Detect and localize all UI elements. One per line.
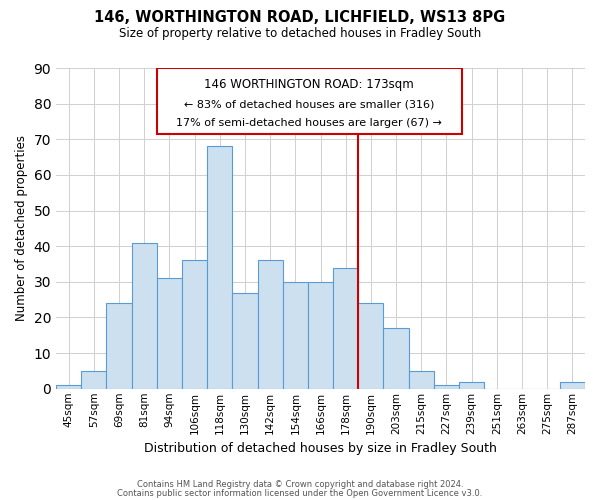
Bar: [106, 303, 131, 389]
Text: Size of property relative to detached houses in Fradley South: Size of property relative to detached ho…: [119, 28, 481, 40]
Text: 146 WORTHINGTON ROAD: 173sqm: 146 WORTHINGTON ROAD: 173sqm: [205, 78, 414, 91]
Bar: [131, 242, 157, 389]
Text: 146, WORTHINGTON ROAD, LICHFIELD, WS13 8PG: 146, WORTHINGTON ROAD, LICHFIELD, WS13 8…: [94, 10, 506, 25]
Bar: [232, 292, 257, 389]
Text: ← 83% of detached houses are smaller (316): ← 83% of detached houses are smaller (31…: [184, 100, 434, 110]
Bar: [358, 303, 383, 389]
Bar: [459, 382, 484, 389]
Bar: [308, 282, 333, 389]
Bar: [560, 382, 585, 389]
Bar: [56, 385, 81, 389]
Bar: [333, 268, 358, 389]
Bar: [409, 371, 434, 389]
Bar: [81, 371, 106, 389]
Bar: [283, 282, 308, 389]
Text: Contains HM Land Registry data © Crown copyright and database right 2024.: Contains HM Land Registry data © Crown c…: [137, 480, 463, 489]
Bar: [182, 260, 207, 389]
Text: Contains public sector information licensed under the Open Government Licence v3: Contains public sector information licen…: [118, 489, 482, 498]
Bar: [157, 68, 461, 134]
Bar: [383, 328, 409, 389]
Y-axis label: Number of detached properties: Number of detached properties: [15, 136, 28, 322]
X-axis label: Distribution of detached houses by size in Fradley South: Distribution of detached houses by size …: [144, 442, 497, 455]
Bar: [157, 278, 182, 389]
Text: 17% of semi-detached houses are larger (67) →: 17% of semi-detached houses are larger (…: [176, 118, 442, 128]
Bar: [207, 146, 232, 389]
Bar: [257, 260, 283, 389]
Bar: [434, 385, 459, 389]
